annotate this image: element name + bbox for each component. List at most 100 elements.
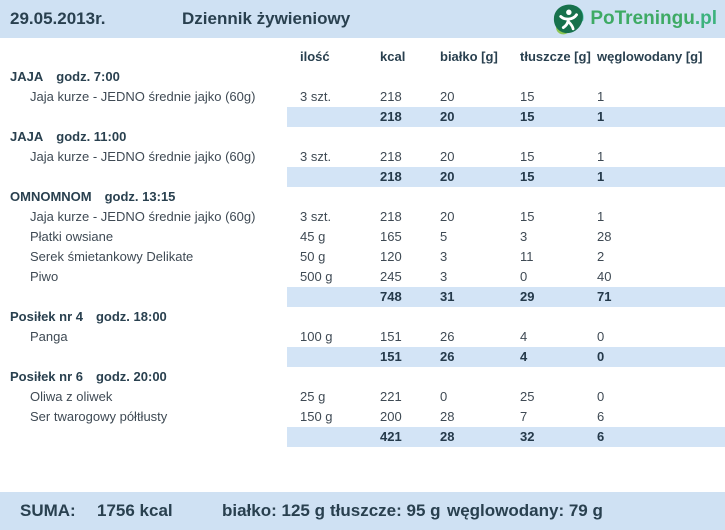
- empty-cell: [520, 187, 597, 207]
- empty-cell: [440, 127, 520, 147]
- meal-header-row: OMNOMNOM godz. 13:15: [0, 187, 725, 207]
- summary-fat: tłuszcze: 95 g: [330, 501, 441, 520]
- report-date: 29.05.2013r.: [10, 9, 106, 28]
- total-carbs: 71: [597, 287, 725, 307]
- column-header-carbs: węglowodany [g]: [597, 49, 703, 64]
- meal-name: Posiłek nr 6: [10, 369, 83, 384]
- empty-cell: [380, 367, 440, 387]
- column-header-protein: białko [g]: [440, 49, 498, 64]
- food-carbs: 1: [597, 149, 605, 164]
- meal-time: godz. 18:00: [95, 309, 167, 324]
- total-fat: 32: [520, 427, 597, 447]
- empty-cell: [520, 307, 597, 327]
- meal-header: Posiłek nr 6 godz. 20:00: [0, 367, 287, 387]
- total-kcal: 421: [380, 427, 440, 447]
- food-name: Płatki owsiane: [30, 229, 114, 244]
- potreningu-wordmark: PoTreningu.pl: [590, 8, 717, 30]
- diary-table: ilość kcal białko [g] tłuszcze [g] węglo…: [0, 47, 725, 447]
- meal-time: godz. 13:15: [104, 189, 176, 204]
- meal-header-row: JAJA godz. 11:00: [0, 127, 725, 147]
- food-qty: 100 g: [300, 329, 333, 344]
- empty-cell: [440, 67, 520, 87]
- food-carbs: 1: [597, 89, 605, 104]
- total-spacer: [0, 167, 287, 187]
- food-item-row: Jaja kurze - JEDNO średnie jajko (60g) 3 …: [0, 147, 725, 167]
- empty-cell: [380, 127, 440, 147]
- food-protein: 3: [440, 269, 448, 284]
- column-header-qty: ilość: [300, 49, 330, 64]
- total-spacer: [0, 107, 287, 127]
- meal-total-row: 218 20 15 1: [0, 107, 725, 127]
- food-fat: 0: [520, 269, 528, 284]
- brand-text: PoTreningu: [590, 8, 695, 29]
- total-carbs: 6: [597, 427, 725, 447]
- meal-header: JAJA godz. 11:00: [0, 127, 287, 147]
- food-protein: 3: [440, 249, 448, 264]
- food-fat: 4: [520, 329, 528, 344]
- food-protein: 5: [440, 229, 448, 244]
- total-qty: [287, 287, 380, 307]
- empty-cell: [520, 67, 597, 87]
- food-qty: 3 szt.: [300, 209, 332, 224]
- empty-cell: [380, 307, 440, 327]
- potreningu-logo[interactable]: PoTreningu.pl: [551, 2, 717, 36]
- header-bar: 29.05.2013r. Dziennik żywieniowy PoTreni…: [0, 0, 725, 38]
- food-kcal: 218: [380, 89, 402, 104]
- meal-header: Posiłek nr 4 godz. 18:00: [0, 307, 287, 327]
- total-fat: 29: [520, 287, 597, 307]
- food-name: Serek śmietankowy Delikate: [30, 249, 194, 264]
- total-qty: [287, 347, 380, 367]
- food-name: Oliwa z oliwek: [30, 389, 113, 404]
- food-qty: 25 g: [300, 389, 326, 404]
- food-kcal: 218: [380, 149, 402, 164]
- food-fat: 7: [520, 409, 528, 424]
- total-protein: 28: [440, 427, 520, 447]
- food-fat: 15: [520, 149, 535, 164]
- empty-cell: [597, 67, 725, 87]
- food-fat: 25: [520, 389, 535, 404]
- total-protein: 20: [440, 167, 520, 187]
- food-carbs: 0: [597, 329, 605, 344]
- empty-cell: [287, 307, 380, 327]
- total-kcal: 151: [380, 347, 440, 367]
- page-title: Dziennik żywieniowy: [182, 9, 351, 28]
- food-carbs: 1: [597, 209, 605, 224]
- food-protein: 20: [440, 89, 455, 104]
- total-fat: 15: [520, 167, 597, 187]
- food-qty: 45 g: [300, 229, 326, 244]
- meal-time: godz. 20:00: [95, 369, 167, 384]
- food-carbs: 40: [597, 269, 612, 284]
- column-header-row: ilość kcal białko [g] tłuszcze [g] węglo…: [0, 47, 725, 67]
- total-qty: [287, 107, 380, 127]
- food-carbs: 28: [597, 229, 612, 244]
- total-kcal: 218: [380, 167, 440, 187]
- food-item-row: Jaja kurze - JEDNO średnie jajko (60g) 3 …: [0, 87, 725, 107]
- food-item-row: Panga 100 g 151 26 4 0: [0, 327, 725, 347]
- empty-cell: [597, 307, 725, 327]
- total-qty: [287, 167, 380, 187]
- food-protein: 0: [440, 389, 448, 404]
- meal-name: JAJA: [10, 129, 44, 144]
- brand-tld: .pl: [694, 8, 717, 29]
- empty-cell: [440, 307, 520, 327]
- total-carbs: 1: [597, 167, 725, 187]
- meal-name: JAJA: [10, 69, 44, 84]
- total-protein: 20: [440, 107, 520, 127]
- total-fat: 15: [520, 107, 597, 127]
- meal-header: OMNOMNOM godz. 13:15: [0, 187, 287, 207]
- food-fat: 15: [520, 89, 535, 104]
- food-item-row: Jaja kurze - JEDNO średnie jajko (60g) 3 …: [0, 207, 725, 227]
- empty-cell: [520, 127, 597, 147]
- food-name: Jaja kurze - JEDNO średnie jajko (60g): [30, 209, 256, 224]
- total-carbs: 1: [597, 107, 725, 127]
- meal-header-row: Posiłek nr 4 godz. 18:00: [0, 307, 725, 327]
- empty-cell: [287, 367, 380, 387]
- food-carbs: 2: [597, 249, 605, 264]
- total-spacer: [0, 427, 287, 447]
- empty-cell: [520, 367, 597, 387]
- food-name: Jaja kurze - JEDNO średnie jajko (60g): [30, 89, 256, 104]
- food-qty: 50 g: [300, 249, 326, 264]
- summary-kcal: 1756 kcal: [97, 501, 173, 520]
- meal-total-row: 748 31 29 71: [0, 287, 725, 307]
- summary-label: SUMA:: [20, 501, 76, 520]
